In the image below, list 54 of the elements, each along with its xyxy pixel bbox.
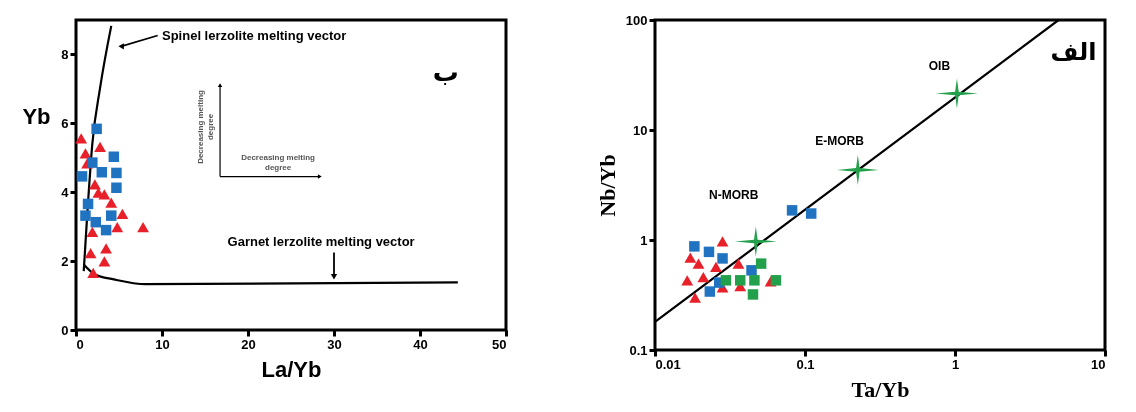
annotation: الف (1050, 38, 1097, 66)
y-tick-label: 10 (633, 122, 648, 138)
point (90, 216, 102, 228)
y-axis-title: Yb (22, 104, 51, 129)
point (106, 210, 117, 221)
point (91, 123, 102, 135)
annotation: Decreasing melting degree (241, 152, 316, 172)
point (111, 182, 122, 193)
y-tick-label: 4 (61, 184, 70, 200)
annotation: E-MORB (815, 134, 865, 149)
point (94, 141, 106, 152)
y-tick-label: 100 (625, 12, 648, 28)
x-axis-title: Ta/Yb (851, 376, 910, 402)
point (82, 198, 94, 210)
y-tick-label: 1 (640, 232, 648, 248)
x-tick-label: 0 (76, 336, 84, 352)
y-tick-label: 2 (61, 253, 69, 269)
point (111, 221, 124, 233)
annotation: Spinel lerzolite melting vector (162, 27, 347, 43)
point (108, 151, 120, 162)
x-axis-title: La/Yb (261, 356, 322, 382)
point (84, 248, 97, 259)
point (105, 197, 118, 208)
x-tick-label: 40 (413, 336, 428, 352)
x-tick-label: 10 (1091, 356, 1106, 372)
x-tick-label: 0.01 (655, 356, 681, 372)
point (75, 133, 88, 144)
point (137, 221, 149, 233)
point (86, 226, 99, 237)
annotation: N-MORB (709, 187, 759, 202)
x-tick-label: 50 (492, 336, 507, 352)
point (87, 267, 100, 278)
point (76, 171, 88, 182)
point (100, 243, 113, 254)
point (80, 210, 91, 221)
point (96, 167, 108, 178)
point (111, 167, 122, 179)
x-tick-label: 1 (951, 356, 960, 372)
x-tick-label: 0.1 (796, 356, 815, 372)
y-tick-label: 8 (61, 46, 69, 62)
annotation: Decreasing melting degree (195, 89, 215, 164)
x-tick-label: 10 (155, 336, 170, 352)
y-tick-label: 0 (61, 322, 69, 338)
x-tick-label: 30 (327, 336, 342, 352)
x-tick-label: 20 (241, 336, 256, 352)
annotation: ب (432, 56, 459, 87)
point (100, 224, 112, 236)
point (98, 256, 111, 267)
point (87, 157, 98, 168)
y-tick-label: 6 (61, 115, 69, 131)
point (116, 208, 129, 220)
y-axis-title: Nb/Yb (594, 154, 620, 217)
annotation: OIB (928, 59, 951, 74)
annotation: Garnet lerzolite melting vector (227, 233, 415, 249)
